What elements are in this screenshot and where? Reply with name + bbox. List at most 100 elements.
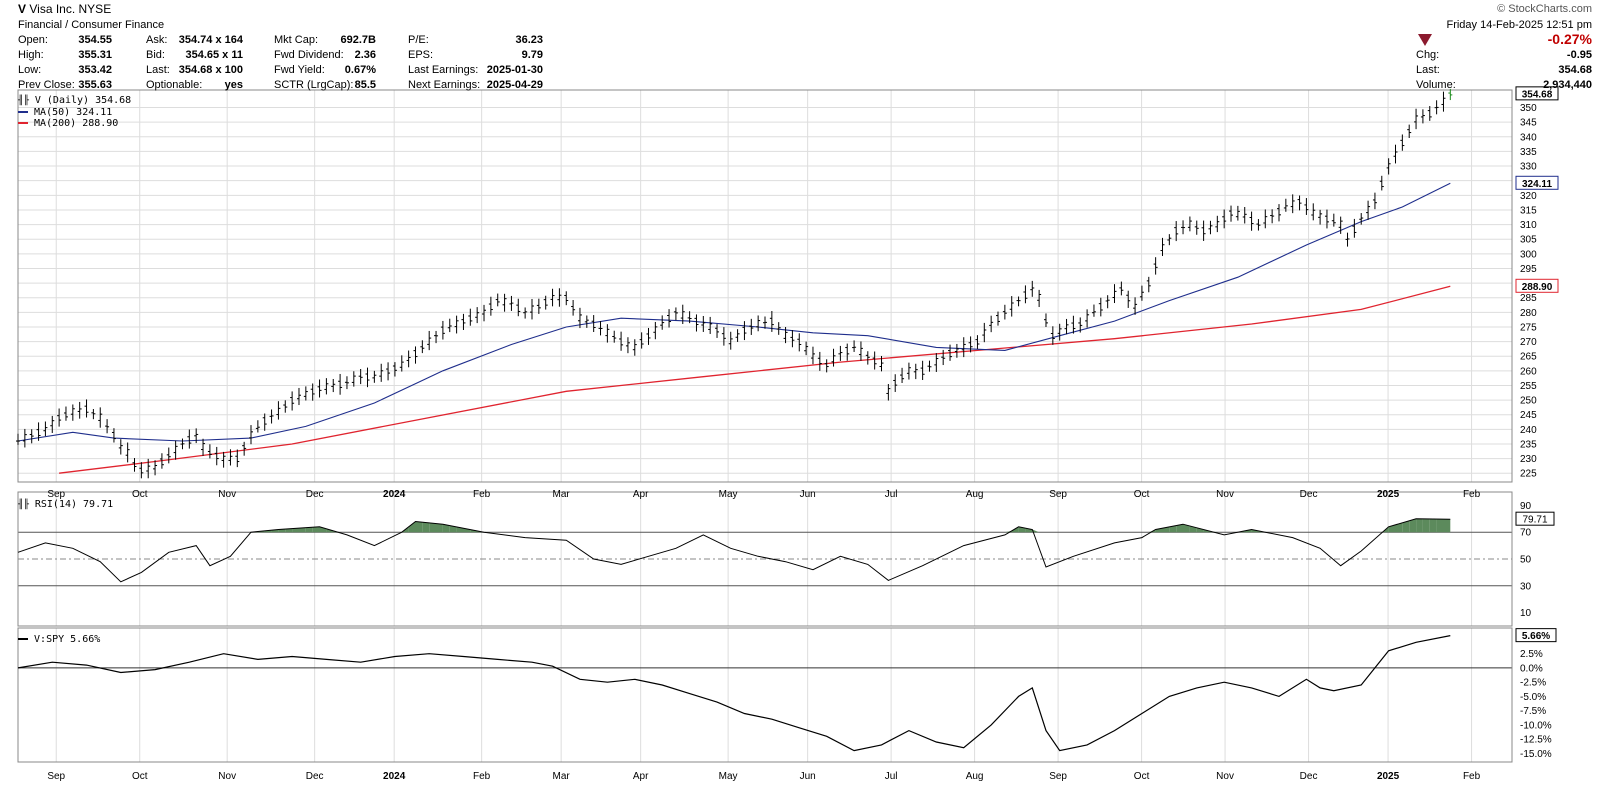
- ohlc-bar: [701, 315, 706, 332]
- ohlc-bar: [1290, 194, 1295, 214]
- ohlc-bar: [427, 330, 432, 351]
- rsi-fill-segment: [299, 527, 306, 533]
- ohlc-bar: [173, 440, 178, 460]
- ohlc-bar: [413, 346, 418, 364]
- x-tick-label: Feb: [473, 489, 491, 500]
- y-tick-label: 340: [1520, 132, 1537, 143]
- stat-value: 355.63: [78, 79, 112, 91]
- ohlc-bar: [852, 340, 857, 352]
- ohlc-bar: [673, 307, 678, 321]
- ohlc-bar: [351, 371, 356, 387]
- ohlc-bar: [831, 348, 836, 367]
- stat-value: 2025-01-30: [486, 64, 543, 76]
- ohlc-bar: [447, 318, 452, 333]
- ohlc-bar: [687, 311, 692, 324]
- ratio-y-tick-label: -7.5%: [1520, 706, 1546, 717]
- rsi-fill-segment: [1416, 518, 1423, 533]
- ohlc-bar: [105, 419, 110, 434]
- ohlc-bar: [1126, 290, 1131, 308]
- ohlc-bar: [91, 409, 96, 420]
- x-tick-label: Jul: [885, 489, 898, 500]
- y-tick-label: 230: [1520, 454, 1537, 465]
- ohlc-bar: [365, 367, 370, 388]
- ohlc-bar: [982, 322, 987, 343]
- ratio-line: [17, 635, 1451, 752]
- ohlc-bar: [399, 355, 404, 372]
- ohlc-bar: [1194, 220, 1199, 235]
- ohlc-bar: [1153, 257, 1158, 275]
- ohlc-bar: [1434, 100, 1439, 115]
- ohlc-bar: [1071, 315, 1076, 334]
- ma50-tag-box: [1515, 175, 1559, 190]
- ohlc-bar: [1407, 124, 1412, 139]
- y-tick-label: 270: [1520, 337, 1537, 348]
- ma200-legend-label: MA(200) 288.90: [34, 118, 119, 129]
- y-tick-label: 265: [1520, 352, 1537, 363]
- rsi-fill-segment: [1196, 527, 1204, 533]
- ohlc-bar: [1283, 198, 1288, 212]
- ohlc-bar: [632, 339, 637, 356]
- ratio-y-tick-label: -12.5%: [1520, 735, 1552, 746]
- ohlc-bar: [708, 316, 713, 334]
- ma200-tag-box: [1515, 278, 1559, 293]
- ohlc-bar: [906, 362, 911, 380]
- ohlc-bar: [783, 327, 788, 344]
- stat-value: 692.7B: [340, 34, 376, 46]
- ohlc-bar: [694, 314, 699, 332]
- ohlc-bar: [948, 344, 953, 361]
- ohlc-bar: [159, 453, 164, 469]
- x-tick-label: Nov: [1216, 489, 1234, 500]
- ohlc-bar: [769, 310, 774, 332]
- x-tick-label: Mar: [553, 489, 571, 500]
- rsi-y-tick-label: 10: [1520, 608, 1532, 619]
- ratio-value-tag: 5.66%: [1515, 628, 1557, 643]
- stat-value: 2025-04-29: [486, 79, 543, 91]
- y-tick-label: 285: [1520, 293, 1537, 304]
- y-tick-label: 335: [1520, 147, 1537, 158]
- ohlc-bar: [276, 401, 281, 420]
- ohlc-bar: [317, 379, 322, 398]
- ohlc-bar: [372, 370, 377, 383]
- ohlc-bar: [1338, 216, 1343, 234]
- x-tick-label: Dec: [1300, 489, 1318, 500]
- ohlc-bar: [680, 304, 685, 325]
- rsi-fill-segment: [442, 524, 450, 533]
- x-tick-label: 2025: [1377, 771, 1400, 782]
- ohlc-bar: [1187, 216, 1192, 232]
- stat-label: Prev Close:: [18, 79, 75, 91]
- ohlc-bar: [468, 308, 473, 326]
- ma50-swatch: [18, 111, 28, 113]
- ohlc-bar: [283, 400, 288, 413]
- ohlc-bar: [865, 351, 870, 365]
- ohlc-bar: [1030, 280, 1035, 297]
- stat-value: 9.79: [521, 49, 543, 61]
- ohlc-bar: [1427, 106, 1432, 121]
- stat-label: Optionable:: [146, 79, 203, 91]
- ohlc-bar: [201, 438, 206, 456]
- ohlc-bar: [1359, 213, 1364, 225]
- ohlc-bar: [543, 295, 548, 310]
- stat-label: Low:: [18, 64, 42, 76]
- y-tick-label: 235: [1520, 439, 1537, 450]
- ohlc-bar: [440, 320, 445, 340]
- ma200-swatch: [18, 122, 28, 124]
- ohlc-bar: [475, 307, 480, 324]
- ohlc-bar: [1139, 285, 1144, 301]
- ohlc-bar: [790, 330, 795, 348]
- ohlc-bar: [22, 428, 27, 448]
- ohlc-bar: [920, 360, 925, 380]
- ohlc-bar: [118, 439, 123, 455]
- ohlc-bar: [858, 341, 863, 361]
- ohlc-bar: [1345, 232, 1350, 247]
- ohlc-bar: [420, 340, 425, 354]
- stat-label: Bid:: [146, 49, 165, 61]
- ohlc-bar: [324, 378, 329, 395]
- ohlc-bar: [756, 315, 761, 332]
- ohlc-bar: [1386, 158, 1391, 175]
- rsi-fill-segment: [415, 521, 423, 533]
- ohlc-bar: [1160, 237, 1165, 257]
- rsi-fill-segment: [1183, 524, 1190, 533]
- ohlc-bar: [1229, 205, 1234, 222]
- ohlc-bar: [886, 384, 891, 401]
- ohlc-bar: [43, 421, 48, 437]
